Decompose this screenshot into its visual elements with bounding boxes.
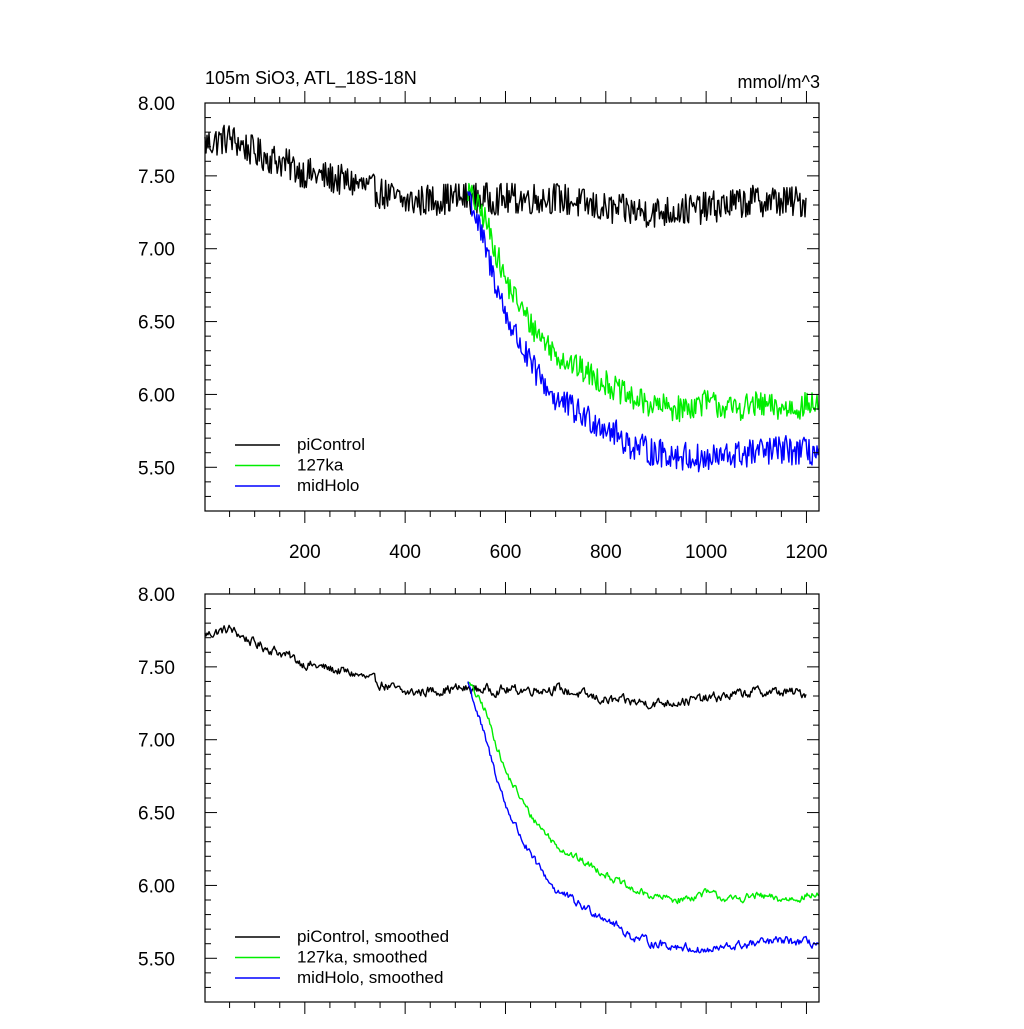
legend-label-midholo: midHolo xyxy=(297,476,359,495)
y-tick-label: 6.00 xyxy=(138,876,175,897)
top-axes: 8.00 7.50 7.00 6.50 6.00 5.50 200 400 600 800 1000… xyxy=(138,91,828,563)
top-legend: piControl 127ka midHolo xyxy=(235,435,365,495)
legend-label-127ka: 127ka xyxy=(297,456,344,475)
units-label: mmol/m^3 xyxy=(738,72,820,92)
bottom-legend: piControl, smoothed 127ka, smoothed midH… xyxy=(235,927,449,987)
bottom-axes: 8.00 7.50 7.00 6.50 6.00 5.50 xyxy=(138,582,819,1014)
x-tick-label: 600 xyxy=(490,542,522,563)
bottom-panel: 8.00 7.50 7.00 6.50 6.00 5.50 piControl, smoo… xyxy=(138,582,820,1014)
series-line-picontrol xyxy=(204,124,807,228)
series-line-picontrol-smoothed xyxy=(204,624,807,710)
y-tick-label: 5.50 xyxy=(138,458,175,479)
y-tick-label: 7.50 xyxy=(138,167,175,188)
x-tick-label: 800 xyxy=(590,542,622,563)
y-tick-label: 7.00 xyxy=(138,731,175,752)
top-panel: 105m SiO3, ATL_18S-18N mmol/m^3 8.00 7.50… xyxy=(138,68,828,563)
y-tick-label: 6.00 xyxy=(138,385,175,406)
series-line-midholo xyxy=(467,191,820,473)
y-tick-label: 6.50 xyxy=(138,313,175,334)
x-tick-label: 1000 xyxy=(685,542,727,563)
y-tick-label: 6.50 xyxy=(138,804,175,825)
bottom-series-group xyxy=(204,624,820,954)
series-line-midholo-smoothed xyxy=(467,681,820,954)
legend-label-picontrol: piControl xyxy=(297,435,365,454)
chart-title: 105m SiO3, ATL_18S-18N xyxy=(205,68,417,89)
legend-label-midholo-smoothed: midHolo, smoothed xyxy=(297,968,443,987)
y-tick-label: 7.00 xyxy=(138,240,175,261)
y-tick-label: 8.00 xyxy=(138,94,175,115)
x-tick-label: 1200 xyxy=(785,542,827,563)
y-tick-label: 7.50 xyxy=(138,658,175,679)
x-tick-label: 400 xyxy=(389,542,421,563)
y-tick-label: 5.50 xyxy=(138,949,175,970)
legend-label-picontrol-smoothed: piControl, smoothed xyxy=(297,927,449,946)
legend-label-127ka-smoothed: 127ka, smoothed xyxy=(297,948,427,967)
top-series-group xyxy=(204,124,820,473)
y-tick-label: 8.00 xyxy=(138,585,175,606)
series-line-127ka xyxy=(467,182,820,423)
series-line-127ka-smoothed xyxy=(467,681,820,905)
x-tick-label: 200 xyxy=(289,542,321,563)
